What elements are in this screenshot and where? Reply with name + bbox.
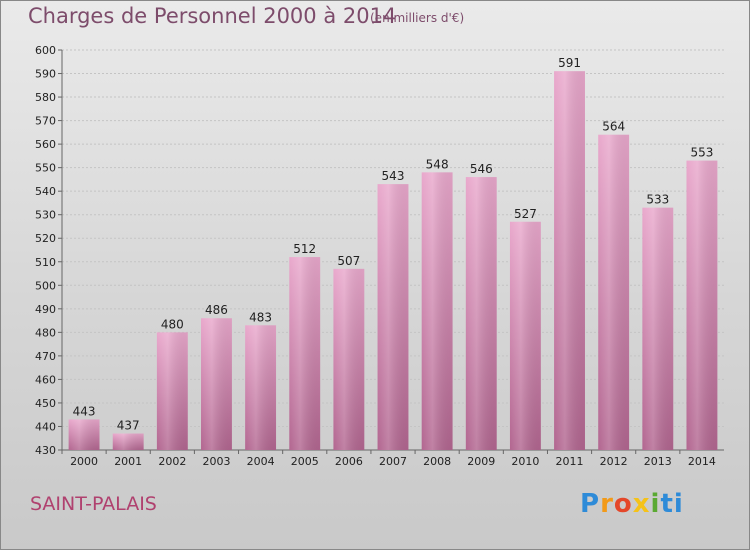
bar-value-label: 483 bbox=[249, 310, 272, 324]
bar-value-label: 564 bbox=[602, 120, 625, 134]
bar-group bbox=[201, 318, 232, 450]
y-tick-label: 590 bbox=[35, 68, 56, 81]
bar-value-label: 486 bbox=[205, 303, 228, 317]
bar-value-label: 533 bbox=[646, 193, 669, 207]
x-tick-label: 2008 bbox=[423, 455, 451, 468]
bar-sheen bbox=[245, 325, 277, 450]
x-tick-label: 2013 bbox=[644, 455, 672, 468]
bar-sheen bbox=[465, 177, 497, 450]
logo-letter: r bbox=[600, 489, 614, 519]
y-tick-label: 440 bbox=[35, 420, 56, 433]
bar-sheen bbox=[289, 257, 321, 450]
bar-sheen bbox=[642, 207, 674, 450]
y-tick-label: 490 bbox=[35, 303, 56, 316]
bar-value-label: 548 bbox=[426, 157, 449, 171]
bar-value-label: 480 bbox=[161, 317, 184, 331]
y-tick-label: 510 bbox=[35, 256, 56, 269]
bar-value-label: 443 bbox=[73, 404, 96, 418]
chart-subtitle: (en milliers d'€) bbox=[370, 11, 465, 25]
bar-group bbox=[289, 257, 321, 450]
y-tick-label: 560 bbox=[35, 138, 56, 151]
bar-group bbox=[68, 419, 100, 450]
x-tick-label: 2006 bbox=[335, 455, 363, 468]
x-tick-label: 2007 bbox=[379, 455, 407, 468]
x-tick-label: 2009 bbox=[467, 455, 495, 468]
bar-group bbox=[377, 184, 409, 450]
y-tick-label: 460 bbox=[35, 373, 56, 386]
bar-group bbox=[421, 172, 453, 450]
y-tick-label: 470 bbox=[35, 350, 56, 363]
y-tick-label: 530 bbox=[35, 209, 56, 222]
bar-value-label: 546 bbox=[470, 162, 493, 176]
bar-value-label: 553 bbox=[690, 146, 713, 160]
bar-value-label: 512 bbox=[293, 242, 316, 256]
bar-value-label: 507 bbox=[337, 254, 360, 268]
bar-sheen bbox=[377, 184, 409, 450]
x-tick-label: 2010 bbox=[511, 455, 539, 468]
y-tick-label: 580 bbox=[35, 91, 56, 104]
bar-group bbox=[245, 325, 277, 450]
x-tick-label: 2005 bbox=[291, 455, 319, 468]
logo-letter: P bbox=[580, 489, 601, 519]
logo-letter: i bbox=[650, 489, 661, 519]
label-layer: 443 2000 437 2001 480 2002 486 2003 483 2004 512 20… bbox=[70, 56, 716, 468]
bar-group bbox=[509, 221, 541, 450]
x-tick-label: 2004 bbox=[247, 455, 275, 468]
x-tick-label: 2012 bbox=[600, 455, 628, 468]
bar-value-label: 543 bbox=[382, 169, 405, 183]
x-tick-label: 2003 bbox=[202, 455, 230, 468]
bar-group bbox=[642, 207, 674, 450]
x-tick-label: 2014 bbox=[688, 455, 716, 468]
bar-value-label: 527 bbox=[514, 207, 537, 221]
y-tick-label: 500 bbox=[35, 279, 56, 292]
logo-letter: o bbox=[613, 489, 633, 519]
commune-name: SAINT-PALAIS bbox=[30, 493, 157, 515]
x-tick-label: 2011 bbox=[556, 455, 584, 468]
bar-sheen bbox=[112, 433, 144, 450]
bar-sheen bbox=[598, 134, 630, 451]
bar-group bbox=[598, 134, 630, 451]
bar-group bbox=[465, 177, 497, 450]
bar-value-label: 591 bbox=[558, 56, 581, 70]
bar-group bbox=[686, 160, 718, 450]
bar-sheen bbox=[686, 160, 718, 450]
proxiti-logo[interactable]: Proxiti bbox=[580, 489, 684, 519]
bar-value-label: 437 bbox=[117, 419, 140, 433]
bar-sheen bbox=[509, 221, 541, 450]
bar-layer bbox=[68, 71, 718, 451]
y-tick-label: 540 bbox=[35, 185, 56, 198]
y-tick-label: 480 bbox=[35, 326, 56, 339]
bar-sheen bbox=[201, 318, 232, 450]
chart-title: Charges de Personnel 2000 à 2014 bbox=[28, 4, 397, 28]
bar-group bbox=[554, 71, 585, 451]
y-tick-label: 450 bbox=[35, 397, 56, 410]
bar-group bbox=[333, 268, 365, 450]
x-tick-label: 2001 bbox=[114, 455, 142, 468]
bar-sheen bbox=[333, 268, 365, 450]
axis-layer: 430 440 450 460 470 480 490 500 510 520 530 540 550 5… bbox=[35, 44, 724, 457]
y-tick-label: 550 bbox=[35, 162, 56, 175]
y-tick-label: 520 bbox=[35, 232, 56, 245]
bar-sheen bbox=[554, 71, 585, 451]
bar-sheen bbox=[156, 332, 188, 450]
y-tick-label: 600 bbox=[35, 44, 56, 57]
bar-group bbox=[112, 433, 144, 450]
bar-group bbox=[156, 332, 188, 450]
bar-sheen bbox=[68, 419, 100, 450]
y-tick-label: 430 bbox=[35, 444, 56, 457]
logo-letter: ti bbox=[660, 489, 684, 519]
logo-letter: x bbox=[632, 489, 651, 519]
x-tick-label: 2000 bbox=[70, 455, 98, 468]
y-tick-label: 570 bbox=[35, 115, 56, 128]
bar-sheen bbox=[421, 172, 453, 450]
x-tick-label: 2002 bbox=[158, 455, 186, 468]
